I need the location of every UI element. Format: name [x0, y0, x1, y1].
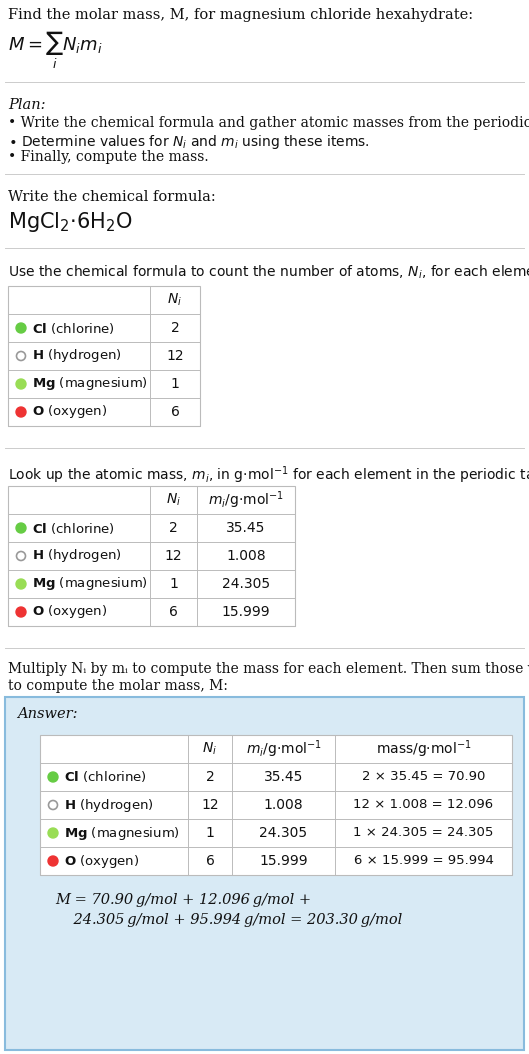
Text: to compute the molar mass, M:: to compute the molar mass, M: [8, 679, 228, 692]
Text: 2: 2 [171, 321, 179, 335]
Circle shape [48, 856, 58, 866]
Bar [5, 697, 524, 1050]
Text: $\mathbf{O}$ (oxygen): $\mathbf{O}$ (oxygen) [64, 853, 140, 870]
Circle shape [48, 828, 58, 838]
Text: Write the chemical formula:: Write the chemical formula: [8, 190, 216, 204]
Circle shape [16, 607, 26, 617]
Text: 1: 1 [206, 826, 214, 840]
Text: 24.305: 24.305 [222, 577, 270, 591]
Text: 15.999: 15.999 [222, 605, 270, 619]
Text: M = 70.90 g/mol + 12.096 g/mol +: M = 70.90 g/mol + 12.096 g/mol + [55, 893, 311, 907]
Text: $m_i$/g$\cdot$mol$^{-1}$: $m_i$/g$\cdot$mol$^{-1}$ [245, 738, 322, 760]
Text: $\mathbf{H}$ (hydrogen): $\mathbf{H}$ (hydrogen) [64, 797, 153, 814]
Text: $N_i$: $N_i$ [166, 492, 181, 508]
Circle shape [16, 523, 26, 533]
Circle shape [16, 551, 25, 561]
Circle shape [48, 772, 58, 782]
Circle shape [49, 800, 58, 809]
Text: Plan:: Plan: [8, 98, 45, 112]
Text: Look up the atomic mass, $m_i$, in g$\cdot$mol$^{-1}$ for each element in the pe: Look up the atomic mass, $m_i$, in g$\cd… [8, 464, 529, 486]
Text: 2: 2 [206, 770, 214, 784]
Text: 6: 6 [169, 605, 178, 619]
Text: Find the molar mass, M, for magnesium chloride hexahydrate:: Find the molar mass, M, for magnesium ch… [8, 8, 473, 22]
Circle shape [16, 323, 26, 333]
Text: 12: 12 [166, 349, 184, 363]
Bar [8, 486, 295, 626]
Text: 1.008: 1.008 [263, 798, 303, 812]
Text: 6: 6 [206, 854, 214, 868]
Text: 1.008: 1.008 [226, 549, 266, 563]
Circle shape [16, 407, 26, 417]
Text: 35.45: 35.45 [264, 770, 303, 784]
Text: 1: 1 [169, 577, 178, 591]
Text: mass/g$\cdot$mol$^{-1}$: mass/g$\cdot$mol$^{-1}$ [376, 738, 471, 760]
Text: $\mathbf{Mg}$ (magnesium): $\mathbf{Mg}$ (magnesium) [64, 824, 180, 841]
Text: 15.999: 15.999 [259, 854, 308, 868]
Text: $\mathbf{O}$ (oxygen): $\mathbf{O}$ (oxygen) [32, 604, 107, 621]
Text: 1 × 24.305 = 24.305: 1 × 24.305 = 24.305 [353, 826, 494, 839]
Text: $N_i$: $N_i$ [168, 292, 183, 308]
Text: • Finally, compute the mass.: • Finally, compute the mass. [8, 150, 208, 164]
Text: • Write the chemical formula and gather atomic masses from the periodic table.: • Write the chemical formula and gather … [8, 116, 529, 130]
Text: $\mathbf{O}$ (oxygen): $\mathbf{O}$ (oxygen) [32, 404, 107, 421]
Bar [8, 286, 200, 426]
Text: 24.305: 24.305 [259, 826, 307, 840]
Text: 12: 12 [165, 549, 183, 563]
Text: Use the chemical formula to count the number of atoms, $N_i$, for each element:: Use the chemical formula to count the nu… [8, 264, 529, 281]
Text: 35.45: 35.45 [226, 521, 266, 535]
Text: $\mathbf{Cl}$ (chlorine): $\mathbf{Cl}$ (chlorine) [64, 769, 147, 784]
Text: $\mathbf{H}$ (hydrogen): $\mathbf{H}$ (hydrogen) [32, 348, 122, 365]
Text: $\mathbf{H}$ (hydrogen): $\mathbf{H}$ (hydrogen) [32, 547, 122, 565]
Text: $\mathrm{MgCl_2{\cdot}6H_2O}$: $\mathrm{MgCl_2{\cdot}6H_2O}$ [8, 210, 133, 234]
Text: Multiply Nᵢ by mᵢ to compute the mass for each element. Then sum those values: Multiply Nᵢ by mᵢ to compute the mass fo… [8, 662, 529, 676]
Text: 12 × 1.008 = 12.096: 12 × 1.008 = 12.096 [353, 799, 494, 812]
Circle shape [16, 351, 25, 360]
Text: 6 × 15.999 = 95.994: 6 × 15.999 = 95.994 [353, 855, 494, 867]
Text: 2: 2 [169, 521, 178, 535]
Text: 2 × 35.45 = 70.90: 2 × 35.45 = 70.90 [362, 770, 485, 783]
Bar [40, 735, 512, 875]
Text: $\mathbf{Mg}$ (magnesium): $\mathbf{Mg}$ (magnesium) [32, 575, 148, 592]
Text: Answer:: Answer: [17, 707, 78, 721]
Text: 1: 1 [170, 377, 179, 391]
Text: 6: 6 [170, 405, 179, 419]
Text: $m_i$/g$\cdot$mol$^{-1}$: $m_i$/g$\cdot$mol$^{-1}$ [208, 489, 284, 511]
Text: 24.305 g/mol + 95.994 g/mol = 203.30 g/mol: 24.305 g/mol + 95.994 g/mol = 203.30 g/m… [55, 913, 402, 928]
Text: $\mathbf{Cl}$ (chlorine): $\mathbf{Cl}$ (chlorine) [32, 521, 115, 535]
Circle shape [16, 579, 26, 589]
Text: $\bullet$ Determine values for $N_i$ and $m_i$ using these items.: $\bullet$ Determine values for $N_i$ and… [8, 133, 370, 151]
Text: 12: 12 [201, 798, 219, 812]
Text: $\mathbf{Cl}$ (chlorine): $\mathbf{Cl}$ (chlorine) [32, 320, 115, 335]
Circle shape [16, 379, 26, 389]
Text: $\mathbf{Mg}$ (magnesium): $\mathbf{Mg}$ (magnesium) [32, 375, 148, 392]
Text: $N_i$: $N_i$ [203, 741, 217, 757]
Text: $M = \sum_i N_i m_i$: $M = \sum_i N_i m_i$ [8, 30, 103, 72]
